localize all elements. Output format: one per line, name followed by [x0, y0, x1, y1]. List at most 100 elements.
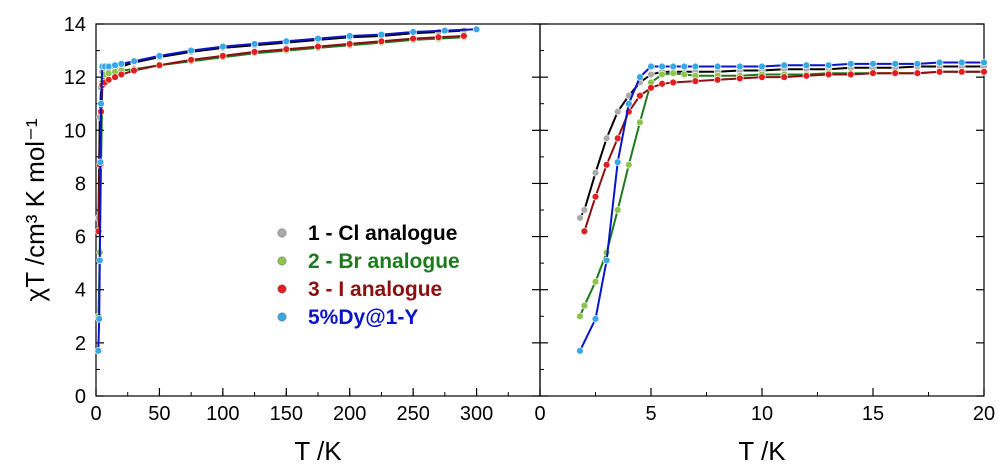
left-data-point [187, 56, 195, 64]
y-tick-label: 14 [64, 14, 86, 36]
right-data-point [591, 315, 600, 323]
right-data-point [613, 158, 622, 166]
left-data-point [282, 37, 290, 45]
left-x-axis-title: T /K [294, 436, 342, 466]
right-data-point [576, 347, 584, 355]
right-data-point [669, 69, 677, 77]
legend-label: 3 - I analogue [308, 278, 442, 301]
right-x-tick-label: 15 [862, 403, 884, 425]
left-data-point [111, 61, 119, 69]
left-data-point [314, 42, 322, 51]
left-series-line-2 [97, 36, 464, 317]
right-data-point [602, 134, 611, 142]
right-data-point [691, 62, 700, 71]
left-data-point [94, 347, 102, 355]
right-data-point [680, 62, 688, 71]
right-x-tick-label: 0 [534, 403, 545, 425]
right-data-point [591, 278, 600, 286]
left-data-point [130, 57, 138, 65]
y-tick-label: 0 [75, 386, 86, 408]
left-data-point [460, 32, 468, 40]
right-data-point [613, 206, 622, 214]
left-data-point [409, 34, 417, 43]
y-tick-label: 2 [75, 333, 86, 355]
right-data-point [913, 60, 922, 68]
right-data-point [580, 301, 589, 310]
left-panel-frame [95, 23, 541, 397]
left-data-point [282, 45, 290, 53]
right-data-point [847, 60, 855, 68]
right-data-point [980, 58, 988, 67]
right-data-point [658, 62, 666, 71]
left-data-point [377, 37, 386, 45]
left-axis-ticks: 0 50 100 150 200 250 300 0 2 4 6 8 10 12 14 [64, 14, 540, 425]
legend-marker [277, 256, 287, 266]
right-data-point [824, 70, 833, 79]
right-data-point [580, 227, 589, 235]
left-x-tick-label: 150 [270, 403, 303, 425]
y-tick-label: 12 [64, 67, 86, 89]
right-data-point [647, 84, 655, 92]
left-data-point [346, 40, 354, 48]
left-data-point [346, 32, 354, 40]
left-data-point [130, 66, 138, 75]
right-series-line-3 [583, 70, 984, 232]
y-tick-label: 10 [64, 120, 86, 142]
right-data-point [602, 161, 611, 169]
right-panel-series [576, 58, 988, 355]
right-data-point [713, 76, 722, 84]
y-tick-label: 8 [75, 173, 86, 195]
right-series-line-1 [579, 65, 984, 219]
right-data-point [869, 69, 877, 77]
right-data-point [980, 68, 988, 76]
y-tick-label: 6 [75, 227, 86, 249]
left-series-line-4 [97, 28, 477, 351]
left-data-point [434, 33, 443, 41]
legend-marker [277, 228, 287, 238]
left-data-point [95, 315, 103, 323]
right-data-point [680, 70, 688, 79]
left-data-point [97, 100, 105, 108]
right-x-tick-label: 10 [751, 403, 773, 425]
left-data-point [155, 61, 164, 69]
right-data-point [736, 62, 744, 71]
left-series-line-1 [97, 29, 464, 219]
right-data-point [958, 68, 966, 76]
right-data-point [869, 60, 877, 68]
right-data-point [913, 69, 922, 77]
right-data-point [802, 61, 811, 69]
right-data-point [591, 169, 600, 177]
right-data-point [658, 70, 666, 79]
right-data-point [847, 70, 855, 79]
right-data-point [736, 74, 744, 83]
right-series-line-4 [579, 61, 984, 352]
right-x-axis-title: T /K [738, 436, 786, 466]
right-data-point [691, 77, 700, 85]
legend-marker [277, 312, 287, 322]
right-data-point [576, 214, 584, 222]
right-data-point [636, 92, 644, 100]
y-tick-label: 4 [75, 280, 86, 302]
right-data-point [891, 69, 899, 77]
right-data-point [658, 80, 666, 88]
left-data-point [96, 256, 104, 265]
left-data-point [441, 26, 449, 35]
left-x-tick-label: 200 [333, 403, 366, 425]
right-data-point [613, 107, 622, 116]
right-data-point [602, 256, 611, 265]
right-data-point [780, 73, 788, 81]
left-data-point [111, 73, 119, 81]
right-data-point [891, 60, 899, 68]
right-data-point [758, 73, 766, 81]
left-data-point [155, 52, 164, 60]
right-x-tick-label: 20 [973, 403, 995, 425]
right-data-point [935, 68, 944, 76]
right-series-line-2 [579, 70, 984, 317]
right-data-point [669, 78, 677, 87]
right-data-point [824, 61, 833, 69]
right-data-point [580, 206, 589, 214]
left-data-point [219, 42, 227, 51]
right-data-point [591, 193, 600, 201]
right-data-point [576, 312, 584, 320]
right-data-point [780, 61, 788, 69]
